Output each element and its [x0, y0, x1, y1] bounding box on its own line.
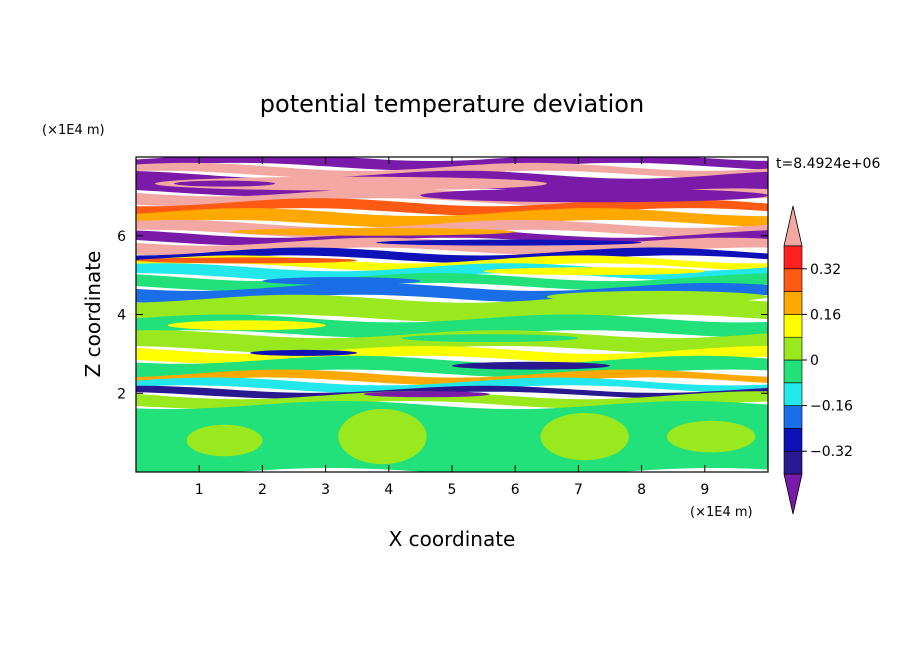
contour-features	[136, 176, 768, 465]
contour-feature	[363, 391, 490, 398]
contour-feature	[546, 290, 768, 303]
x-tick-label: 7	[574, 482, 583, 498]
contour-feature	[452, 361, 610, 370]
contour-feature	[155, 176, 547, 191]
colorbar-tick-label: 0	[810, 353, 819, 369]
contour-feature	[249, 349, 358, 356]
chart-title: potential temperature deviation	[260, 90, 644, 118]
contour-band	[136, 208, 768, 228]
colorbar-tick-label: 0.16	[810, 307, 841, 323]
y-tick-label: 6	[117, 229, 126, 245]
colorbar-segment	[783, 245, 803, 270]
x-tick-label: 9	[700, 482, 709, 498]
colorbar-tick-label: −0.32	[810, 444, 853, 460]
contour-feature	[401, 334, 579, 342]
x-tick-label: 2	[258, 482, 267, 498]
contour-band	[136, 314, 768, 339]
contour-feature	[173, 180, 276, 187]
colorbar-tick-label: 0.32	[810, 262, 841, 278]
x-tick-label: 8	[637, 482, 646, 498]
contour-feature	[338, 409, 427, 465]
contour-feature	[262, 277, 421, 285]
colorbar-extend-min	[783, 473, 803, 515]
contour-band	[136, 247, 768, 264]
contour-band	[136, 377, 768, 394]
x-tick-label: 5	[448, 482, 457, 498]
plot-area	[136, 157, 768, 472]
contour-feature	[136, 257, 358, 264]
contour-feature	[540, 413, 629, 461]
x-axis-label: X coordinate	[389, 527, 516, 551]
colorbar-segment	[783, 268, 803, 292]
x-tick-label: 3	[321, 482, 330, 498]
y-axis: 2 4 6	[117, 229, 768, 402]
colorbar-segment	[783, 428, 803, 452]
contour-band	[136, 263, 768, 282]
contour-band	[136, 369, 768, 386]
x-tick-label: 6	[511, 482, 520, 498]
contour-feature	[186, 424, 263, 457]
colorbar-segment	[783, 450, 803, 475]
colorbar-segment	[783, 336, 803, 361]
x-unit-label: (×1E4 m)	[690, 505, 753, 520]
y-tick-label: 4	[117, 308, 126, 324]
colorbar-segment	[783, 382, 803, 406]
x-axis: 1 2 3 4 5 6 7 8 9	[195, 157, 709, 498]
contour-feature	[376, 239, 642, 246]
colorbar-segment	[783, 314, 803, 338]
colorbar-tick-label: −0.16	[810, 399, 853, 415]
colorbar-segment	[783, 291, 803, 315]
contour-feature	[167, 320, 326, 331]
y-tick-label: 2	[117, 386, 126, 402]
y-unit-label: (×1E4 m)	[42, 123, 105, 138]
y-axis-label: Z coordinate	[81, 251, 105, 378]
x-tick-label: 4	[384, 482, 393, 498]
contour-band	[136, 198, 768, 217]
colorbar-segment	[783, 405, 803, 429]
contour-feature	[483, 267, 705, 276]
colorbar: −0.32 −0.16 0 0.16 0.32	[783, 205, 853, 515]
x-tick-label: 1	[195, 482, 204, 498]
colorbar-segment	[783, 359, 803, 384]
contour-feature	[420, 188, 768, 203]
contour-band	[136, 330, 768, 354]
colorbar-extend-max	[783, 205, 803, 247]
contour-feature	[666, 420, 756, 453]
time-label: t=8.4924e+06	[776, 156, 880, 172]
contour-feature	[230, 227, 516, 236]
